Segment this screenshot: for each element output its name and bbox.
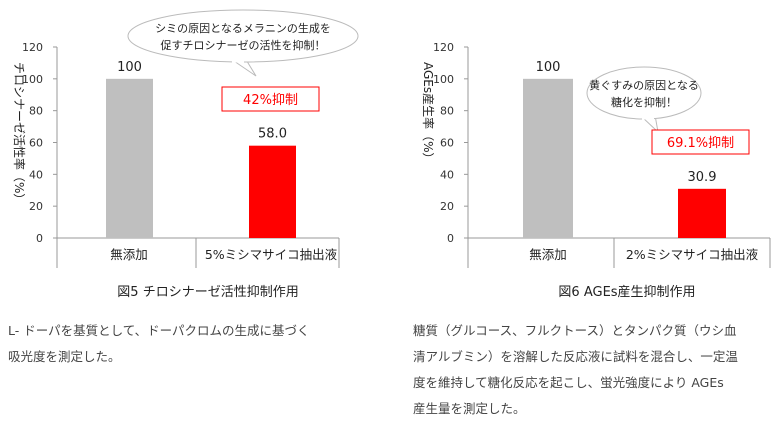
- y-tick-label: 120: [22, 41, 43, 54]
- speech-bubble-text: 促すチロシナーゼの活性を抑制！: [161, 38, 326, 52]
- y-tick-label: 0: [447, 232, 454, 245]
- y-tick-label: 60: [440, 137, 454, 150]
- y-tick-label: 120: [433, 41, 454, 54]
- value-label: 58.0: [258, 127, 287, 142]
- value-label: 30.9: [688, 170, 717, 185]
- description-line: L- ドーパを基質として、ドーパクロムの生成に基づく: [8, 323, 310, 338]
- speech-bubble: [127, 9, 359, 63]
- chart-caption: 図6 AGEs産生抑制作用: [558, 284, 695, 300]
- y-tick-label: 0: [36, 232, 43, 245]
- y-tick-label: 40: [440, 168, 454, 181]
- category-label: 無添加: [110, 247, 148, 262]
- y-tick-label: 40: [29, 168, 43, 181]
- y-tick-label: 20: [29, 200, 43, 213]
- category-label: 2%ミシマサイコ抽出液: [626, 247, 759, 262]
- bar-sample: [678, 188, 726, 238]
- y-axis-label: チロシナーゼ活性率（%）: [12, 62, 27, 205]
- speech-bubble-text: 黄ぐすみの原因となる: [589, 78, 699, 92]
- description-line: 産生量を測定した。: [413, 401, 526, 416]
- category-label: 5%ミシマサイコ抽出液: [205, 247, 338, 262]
- y-tick-label: 100: [22, 73, 43, 86]
- description-tyrosinase: L- ドーパを基質として、ドーパクロムの生成に基づく 吸光度を測定した。: [8, 318, 309, 370]
- description-line: 糖質（グルコース、フルクトース）とタンパク質（ウシ血: [413, 323, 737, 338]
- inhibition-label: 42%抑制: [243, 93, 298, 108]
- description-line: 吸光度を測定した。: [8, 349, 121, 364]
- y-tick-label: 80: [29, 105, 43, 118]
- bar-sample: [249, 145, 296, 238]
- inhibition-box: [651, 129, 750, 155]
- description-ages: 糖質（グルコース、フルクトース）とタンパク質（ウシ血 清アルブミン）を溶解した反…: [413, 318, 738, 422]
- y-tick-label: 100: [433, 73, 454, 86]
- y-tick-label: 20: [440, 200, 454, 213]
- bar-control: [106, 78, 153, 238]
- speech-bubble-text: 糖化を抑制！: [611, 95, 677, 109]
- description-line: 清アルブミン）を溶解した反応液に試料を混合し、一定温: [413, 349, 738, 364]
- category-label: 無添加: [529, 247, 567, 262]
- chart-caption: 図5 チロシナーゼ活性抑制作用: [117, 285, 298, 300]
- y-tick-label: 80: [440, 105, 454, 118]
- description-line: 度を維持して糖化反応を起こし、蛍光強度により AGEs: [413, 375, 724, 390]
- speech-bubble-text: シミの原因となるメラニンの生成を: [155, 21, 331, 35]
- y-axis-label: AGEs産生率（%）: [421, 62, 436, 165]
- inhibition-label: 69.1%抑制: [667, 136, 734, 151]
- value-label: 100: [117, 60, 142, 75]
- speech-bubble: [586, 66, 702, 120]
- inhibition-box: [221, 86, 320, 112]
- y-tick-label: 60: [29, 137, 43, 150]
- bar-control: [523, 78, 573, 238]
- value-label: 100: [536, 60, 561, 75]
